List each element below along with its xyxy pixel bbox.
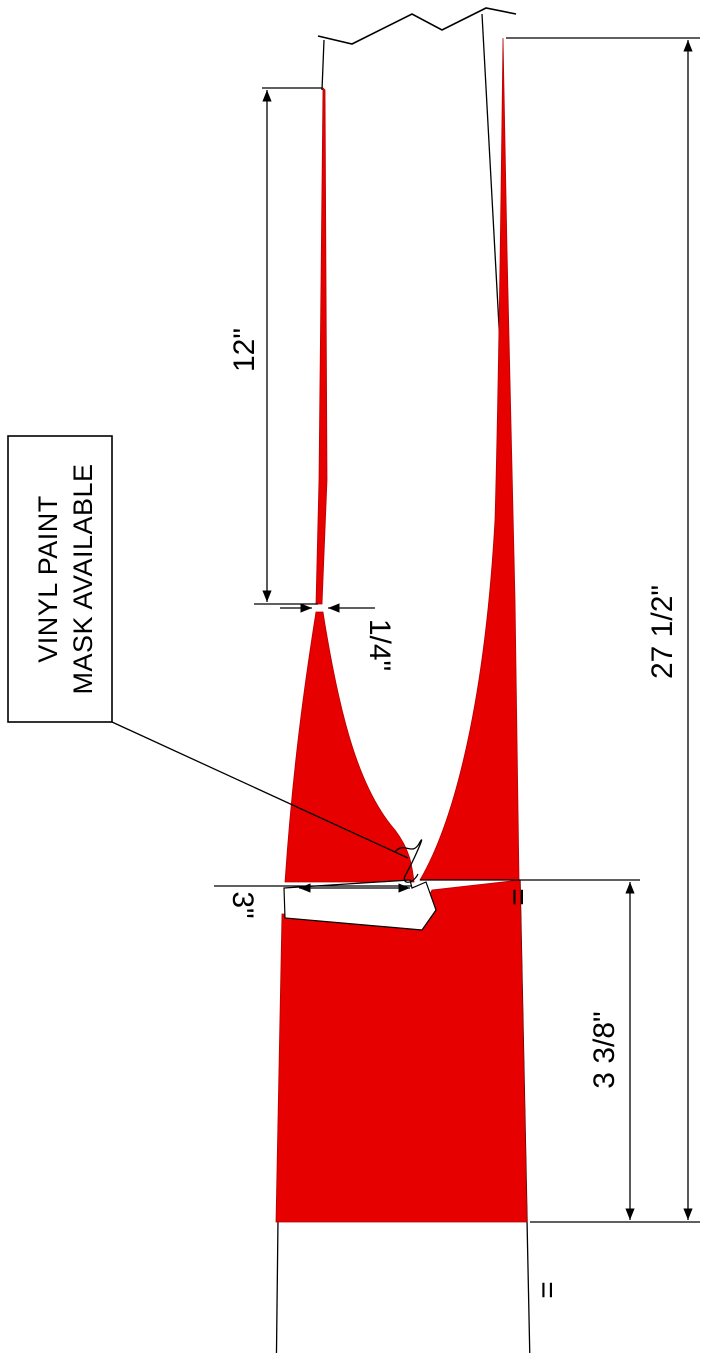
callout-line-1: VINYL PAINT (33, 495, 63, 663)
label-12-inch: 12" (228, 328, 261, 372)
left-stripe-sweep (284, 611, 415, 883)
dimension-three-three-eighths: 3 3/8" (420, 879, 640, 1220)
label-quarter-inch: 1/4" (363, 619, 396, 671)
paint-stripes (275, 37, 528, 1223)
label-notch-3-inch: 3" (226, 891, 259, 918)
top-break-line (317, 7, 517, 45)
callout-box (7, 435, 113, 723)
left-upper-stripe (315, 87, 328, 605)
label-three-three-eighths: 3 3/8" (588, 1011, 621, 1088)
left-edge-lower (275, 1219, 279, 1353)
callout-line-2: MASK AVAILABLE (68, 463, 98, 694)
dimension-12-inch: 12" (228, 87, 322, 605)
callout-leader (111, 721, 409, 859)
left-edge-upper (321, 39, 325, 91)
equal-mark-lower: = (531, 1281, 564, 1299)
equal-mark-upper: = (502, 888, 535, 906)
vinyl-mask-callout: VINYL PAINT MASK AVAILABLE (7, 435, 423, 883)
squiggle-icon (394, 839, 423, 883)
dimension-overall: 27 1/2" (506, 37, 700, 1223)
label-overall: 27 1/2" (646, 585, 679, 679)
dimension-quarter-inch: 1/4" (280, 603, 396, 671)
right-upper-stripe (419, 37, 520, 881)
lower-block (275, 879, 528, 1223)
